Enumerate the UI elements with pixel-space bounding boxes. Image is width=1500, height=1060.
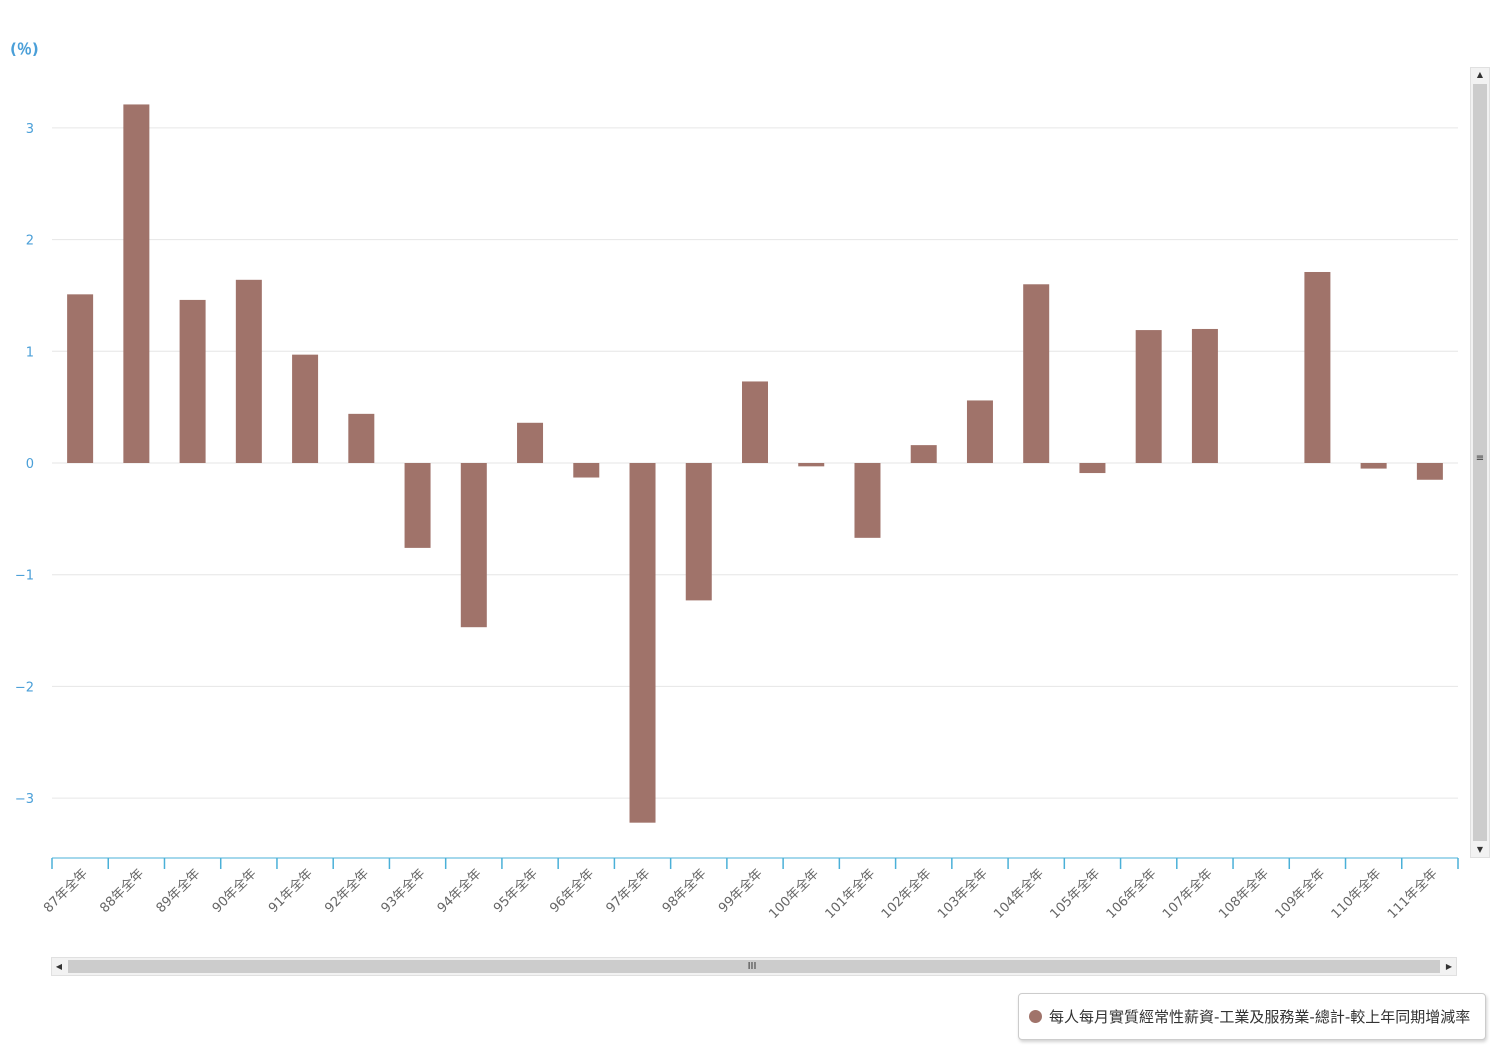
x-tick-label: 87年全年 (40, 866, 91, 917)
x-tick-label: 109年全年 (1272, 866, 1328, 922)
y-tick-label: 3 (26, 122, 34, 137)
x-tick-label: 102年全年 (878, 866, 934, 922)
bar (1023, 284, 1050, 463)
x-tick-label: 108年全年 (1216, 866, 1272, 922)
bar (910, 445, 937, 463)
x-tick-label: 103年全年 (934, 866, 990, 922)
bar-chart: 3 2 1 0 −1 −2 −3 87年全年 88年全年 89年全年 90年全年 91年全年 92年全… (15, 104, 1459, 922)
bar (573, 463, 600, 478)
horizontal-scroll-thumb[interactable] (68, 960, 1440, 973)
x-tick-label: 111年全年 (1384, 866, 1440, 922)
bar (629, 463, 656, 823)
x-tick-label: 97年全年 (603, 866, 654, 917)
scroll-left-arrow-icon[interactable]: ◀ (55, 962, 63, 971)
bar (460, 463, 487, 628)
bar (235, 279, 262, 463)
x-tick-label: 96年全年 (547, 866, 598, 917)
y-unit-label: (％) (10, 40, 39, 58)
x-tick-label: 88年全年 (97, 866, 148, 917)
bar (123, 104, 150, 464)
bar (1360, 463, 1387, 469)
bar (1135, 330, 1162, 463)
bar (854, 463, 881, 538)
legend-marker (1029, 1010, 1042, 1023)
x-tick-label: 92年全年 (322, 866, 373, 917)
x-tick-label: 93年全年 (378, 866, 429, 917)
x-tick-label: 91年全年 (265, 866, 316, 917)
x-tick-label: 99年全年 (715, 866, 766, 917)
x-tick-label: 94年全年 (434, 866, 485, 917)
x-tick-label: 110年全年 (1328, 866, 1384, 922)
x-tick-label: 106年全年 (1103, 866, 1159, 922)
bar (179, 299, 206, 463)
bar (292, 354, 319, 463)
bar (404, 463, 431, 548)
bar (685, 463, 712, 601)
bars (67, 104, 1443, 823)
x-tick-label: 90年全年 (209, 866, 260, 917)
y-tick-label: 1 (26, 345, 34, 360)
x-tick-label: 105年全年 (1047, 866, 1103, 922)
bar (798, 463, 825, 467)
x-tick-label: 107年全年 (1159, 866, 1215, 922)
x-tick-label: 100年全年 (766, 866, 822, 922)
vertical-scroll-thumb[interactable] (1473, 84, 1487, 841)
vertical-grip-icon[interactable]: ≡ (1475, 453, 1485, 464)
scroll-down-arrow-icon[interactable]: ▼ (1476, 845, 1484, 854)
bar (517, 422, 544, 463)
vertical-scrollbar[interactable]: ▲ ≡ ▼ (1470, 67, 1490, 858)
bar (742, 381, 768, 463)
bar (348, 413, 375, 463)
bar (1304, 271, 1331, 463)
chart-legend[interactable]: 每人每月實質經常性薪資-工業及服務業-總計-較上年同期增減率 (1018, 993, 1486, 1040)
y-tick-label: −2 (15, 680, 34, 695)
y-tick-label: 2 (26, 234, 34, 249)
bar (1416, 463, 1443, 480)
y-tick-label: 0 (26, 457, 34, 472)
x-tick-label: 89年全年 (153, 866, 204, 917)
bar (67, 294, 94, 463)
bar (1191, 328, 1218, 463)
legend-series-label: 每人每月實質經常性薪資-工業及服務業-總計-較上年同期增減率 (1049, 1008, 1471, 1026)
x-tick-label: 98年全年 (659, 866, 710, 917)
horizontal-scrollbar[interactable]: ◀ III ▶ (51, 957, 1457, 976)
bar (1079, 463, 1106, 474)
x-tick-label: 101年全年 (822, 866, 878, 922)
scroll-up-arrow-icon[interactable]: ▲ (1476, 70, 1484, 79)
x-axis: 87年全年 88年全年 89年全年 90年全年 91年全年 92年全年 93年全年 94年全年… (40, 857, 1459, 922)
horizontal-grip-icon[interactable]: III (747, 961, 757, 972)
scroll-right-arrow-icon[interactable]: ▶ (1445, 962, 1453, 971)
x-tick-label: 104年全年 (991, 866, 1047, 922)
y-tick-label: −3 (15, 792, 34, 807)
y-axis-ticks: 3 2 1 0 −1 −2 −3 (15, 122, 34, 807)
x-tick-label: 95年全年 (490, 866, 541, 917)
bar (966, 400, 993, 463)
y-tick-label: −1 (15, 569, 34, 584)
